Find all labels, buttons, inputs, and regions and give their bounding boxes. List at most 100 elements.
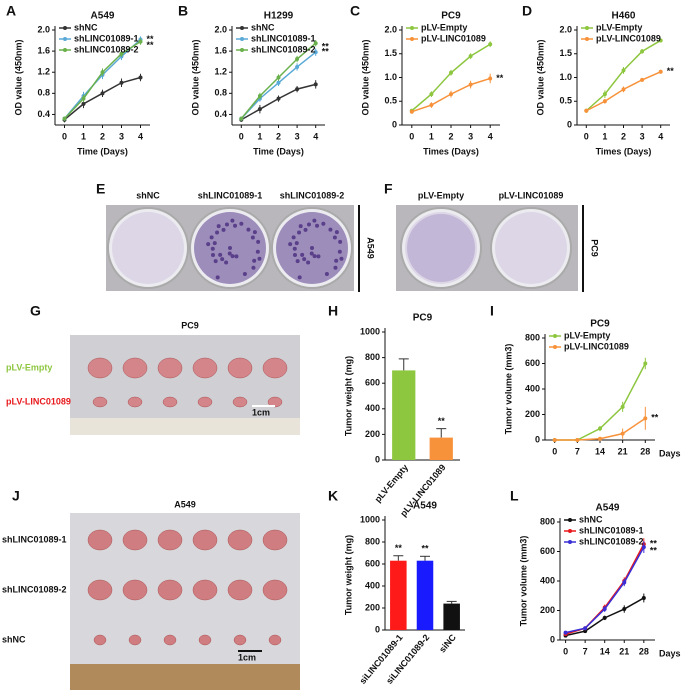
- y-tick-label: 0.8: [37, 88, 50, 98]
- panel-letter: J: [12, 488, 20, 504]
- row-label: shNC: [2, 634, 26, 644]
- chart-title: PC9: [413, 313, 433, 324]
- point: [313, 82, 318, 87]
- point: [138, 75, 143, 80]
- colony: [215, 275, 220, 280]
- colony: [328, 227, 333, 232]
- legend-label: pLV-LINC01089: [421, 33, 486, 43]
- y-tick-label: 1000: [360, 514, 380, 524]
- colony: [256, 239, 261, 244]
- panel-letter: E: [96, 181, 105, 197]
- y-tick-label: 0.4: [37, 109, 50, 119]
- legend-label: shLINC01089-1: [251, 33, 316, 43]
- photo-label: shNC: [136, 190, 160, 200]
- x-tick-label: 2: [448, 131, 453, 141]
- y-tick-label: 1.5: [559, 48, 572, 58]
- y-tick-label: 0.4: [214, 109, 227, 119]
- point: [658, 38, 663, 43]
- point: [622, 580, 627, 585]
- tumor: [192, 357, 218, 379]
- point: [257, 93, 262, 98]
- colony: [210, 246, 215, 251]
- legend-label: shNC: [251, 22, 275, 32]
- colony: [321, 221, 326, 226]
- y-tick-label: 1.2: [214, 67, 227, 77]
- tumor: [128, 634, 142, 646]
- tumor: [262, 357, 288, 379]
- y-tick-label: 800: [540, 516, 555, 526]
- photo-label: pLV-LINC01089: [499, 190, 564, 200]
- tumor: [93, 634, 107, 646]
- legend-label: shLINC01089-1: [74, 33, 139, 43]
- colony: [324, 272, 329, 277]
- series-line: [64, 76, 141, 121]
- x-tick-label: 3: [468, 131, 473, 141]
- y-tick-label: 200: [365, 602, 380, 612]
- colony: [250, 235, 255, 240]
- x-tick-label: 2: [100, 131, 105, 141]
- bar: [443, 603, 460, 630]
- y-tick-label: 400: [540, 575, 555, 585]
- x-axis-label: Time (Days): [253, 146, 304, 156]
- point: [598, 436, 602, 441]
- point: [563, 630, 568, 635]
- colony: [334, 230, 339, 235]
- y-tick-label: 0: [567, 119, 572, 129]
- point: [640, 49, 645, 54]
- colony: [220, 257, 225, 262]
- colony: [334, 258, 339, 263]
- chart-title: PC9: [441, 11, 461, 22]
- series-line: [585, 39, 662, 112]
- colony: [295, 259, 300, 264]
- x-axis-label: Days: [659, 648, 681, 658]
- tumor: [92, 396, 108, 408]
- y-tick-label: 1.0: [384, 72, 397, 82]
- legend-label: pLV-Empty: [596, 22, 642, 32]
- y-tick-label: 600: [540, 546, 555, 556]
- point: [449, 70, 453, 75]
- colony: [234, 254, 239, 259]
- y-tick-label: 2.0: [384, 24, 397, 34]
- annotation: **: [421, 544, 429, 554]
- legend-label: pLV-LINC01089: [596, 33, 661, 43]
- chart-title: A549: [91, 11, 115, 22]
- x-tick-label: 7: [575, 446, 580, 456]
- colony: [294, 241, 299, 246]
- point: [276, 75, 281, 80]
- legend-marker: [410, 26, 414, 30]
- side-label: PC9: [590, 239, 600, 257]
- legend-marker: [240, 37, 244, 41]
- y-tick-label: 1.2: [37, 67, 50, 77]
- colony: [224, 260, 229, 265]
- tumor: [198, 634, 212, 646]
- bar: [392, 370, 416, 460]
- legend-marker: [63, 48, 67, 52]
- legend-label: shLINC01089-1: [579, 525, 644, 535]
- x-axis-label: Times (Days): [596, 146, 652, 156]
- annotation: **: [322, 42, 330, 52]
- point: [620, 431, 625, 436]
- point: [641, 545, 646, 550]
- colony: [230, 254, 235, 259]
- colony: [230, 218, 235, 223]
- y-tick-label: 600: [365, 558, 380, 568]
- point: [468, 54, 473, 59]
- panel-letter: I: [490, 303, 494, 319]
- colony: [297, 275, 302, 280]
- x-axis-label: Time (Days): [77, 146, 128, 156]
- colony: [212, 241, 217, 246]
- point: [643, 416, 648, 421]
- x-tick-label: 1: [81, 131, 86, 141]
- panel-letter: D: [522, 3, 532, 19]
- colony: [303, 227, 308, 232]
- point: [295, 87, 300, 92]
- ruler: [70, 418, 300, 435]
- photo-title: A549: [174, 499, 196, 509]
- point: [622, 607, 627, 612]
- y-axis-label: Tumor volume (mm3): [518, 536, 528, 627]
- x-tick-label: 14: [600, 646, 610, 656]
- legend-marker: [410, 37, 414, 41]
- tumor: [87, 529, 113, 551]
- colony: [297, 230, 302, 235]
- y-tick-label: 0: [375, 454, 380, 464]
